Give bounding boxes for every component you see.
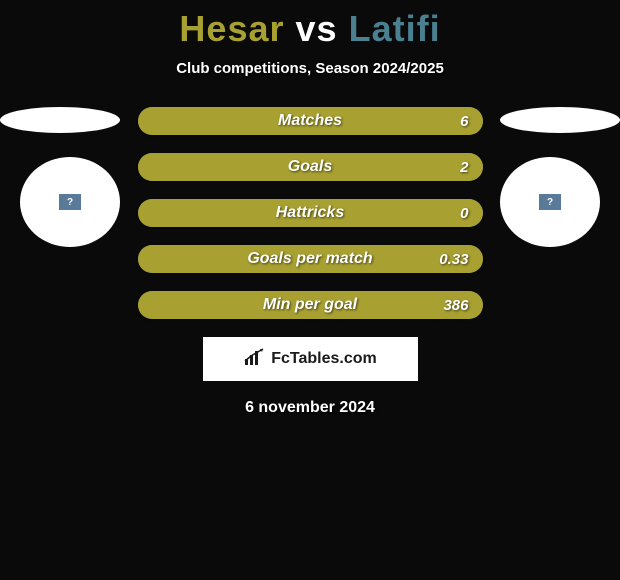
stat-value: 6 xyxy=(460,113,468,130)
avatar-left-ellipse xyxy=(0,107,120,133)
player2-badge: ? xyxy=(539,194,561,210)
player2-name: Latifi xyxy=(349,8,441,49)
page-title: Hesar vs Latifi xyxy=(0,0,620,50)
stat-value: 0.33 xyxy=(439,251,468,268)
stat-row: Min per goal386 xyxy=(138,291,483,319)
stat-label: Goals xyxy=(138,158,483,176)
player2-avatar: ? xyxy=(500,157,600,247)
stat-row: Hattricks0 xyxy=(138,199,483,227)
question-icon: ? xyxy=(67,197,73,208)
chart-icon xyxy=(243,347,267,372)
vs-text: vs xyxy=(296,8,338,49)
date-text: 6 november 2024 xyxy=(0,399,620,417)
player1-badge: ? xyxy=(59,194,81,210)
subtitle: Club competitions, Season 2024/2025 xyxy=(0,60,620,77)
stat-value: 386 xyxy=(443,297,468,314)
question-icon: ? xyxy=(547,197,553,208)
stat-row: Goals2 xyxy=(138,153,483,181)
logo-box: FcTables.com xyxy=(203,337,418,381)
stats-container: Matches6Goals2Hattricks0Goals per match0… xyxy=(138,107,483,319)
stat-label: Matches xyxy=(138,112,483,130)
avatar-right-ellipse xyxy=(500,107,620,133)
stat-row: Matches6 xyxy=(138,107,483,135)
stat-label: Hattricks xyxy=(138,204,483,222)
logo-text: FcTables.com xyxy=(271,350,377,368)
stat-value: 0 xyxy=(460,205,468,222)
stat-value: 2 xyxy=(460,159,468,176)
stat-row: Goals per match0.33 xyxy=(138,245,483,273)
stat-label: Goals per match xyxy=(138,250,483,268)
player1-avatar: ? xyxy=(20,157,120,247)
content-area: ? ? Matches6 Goals2 Hattricks0 Goals per ma… xyxy=(0,107,620,417)
stat-label: Min per goal xyxy=(138,296,483,314)
player1-name: Hesar xyxy=(179,8,284,49)
